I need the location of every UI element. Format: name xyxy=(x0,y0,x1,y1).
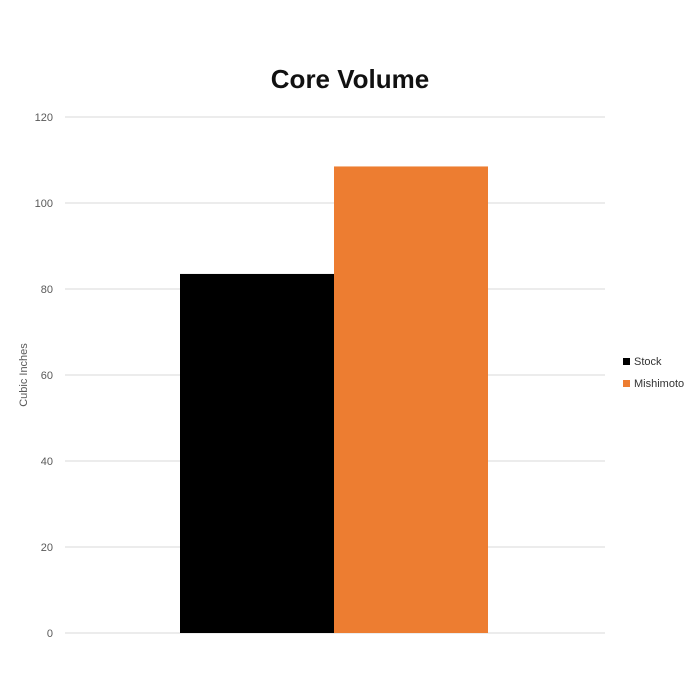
y-axis-ticks: 0 20 40 60 80 100 120 xyxy=(35,112,53,640)
y-tick-label: 0 xyxy=(47,628,53,640)
y-tick-label: 40 xyxy=(41,456,53,468)
y-axis-label: Cubic Inches xyxy=(18,343,30,407)
y-tick-label: 20 xyxy=(41,542,53,554)
y-tick-label: 100 xyxy=(35,198,53,210)
y-tick-label: 120 xyxy=(35,112,53,124)
bar-stock xyxy=(180,273,334,633)
legend-swatch-stock xyxy=(623,358,630,365)
bar-mishimoto xyxy=(334,166,488,633)
legend-swatch-mishimoto xyxy=(623,380,630,387)
chart-title: Core Volume xyxy=(271,64,429,94)
legend-label-mishimoto: Mishimoto xyxy=(634,378,684,390)
legend-label-stock: Stock xyxy=(634,356,662,368)
y-tick-label: 80 xyxy=(41,284,53,296)
bars xyxy=(180,166,488,633)
legend: Stock Mishimoto xyxy=(623,356,684,390)
y-tick-label: 60 xyxy=(41,370,53,382)
